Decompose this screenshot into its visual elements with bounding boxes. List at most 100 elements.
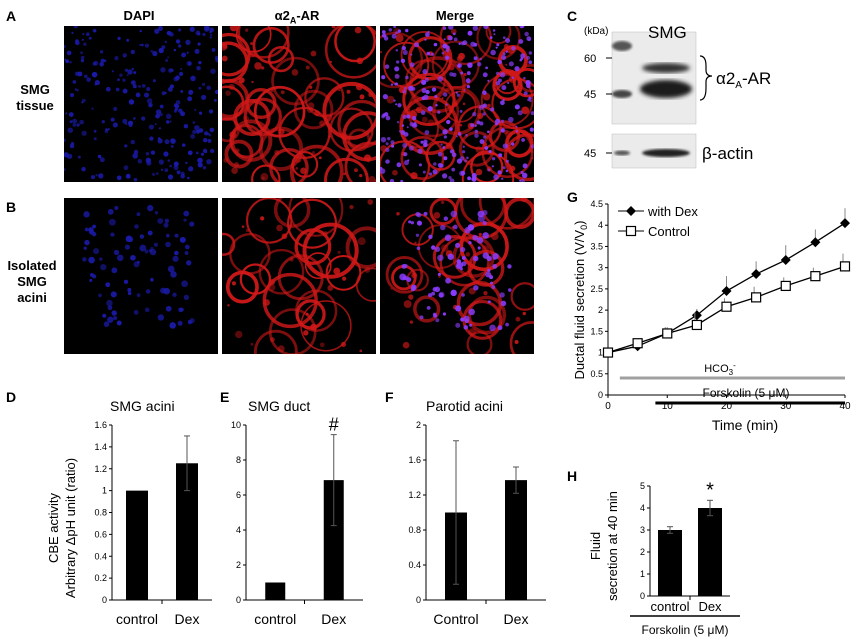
ar-band-label-tail: -AR [742,69,771,88]
legend-label-control: Control [648,224,690,239]
y-tick-label: 1 [598,348,603,358]
panel-g-xlabel: Time (min) [712,417,778,433]
marker-45: 45 [584,89,596,101]
y-tick-label: 0.8 [94,508,107,518]
x-tick-label: Dex [698,599,722,614]
ar-band-upper [642,63,690,73]
panel-h: Fluid secretion at 40 min Forskolin (5 μ… [570,468,770,641]
western-blot-svg: (kDa) 60 45 45 SMG α2A-AR β-actin [584,23,771,169]
row-label-isolated-acini: Isolated SMG acini [2,258,62,306]
y-tick-label: 10 [231,420,241,430]
x-tick-label: 30 [780,401,792,412]
marker-45-actin: 45 [584,148,596,160]
legend-marker-dex [626,206,636,216]
micrograph-b-dapi-svg [82,204,195,329]
micrograph-a-merge [380,26,534,182]
panel-d-title: SMG acini [110,398,175,414]
ar-band-label: α2A-AR [716,69,771,91]
y-tick-label: 0.5 [590,369,603,379]
point-control [632,338,643,349]
band-bracket [699,55,713,101]
panel-g-ylabel-tail: ) [572,221,587,225]
y-tick-label: 3.5 [590,241,603,251]
y-tick-label: 3 [640,525,645,535]
y-tick-label: 4 [598,220,603,230]
y-tick-label: 1.2 [408,490,421,500]
panel-d: SMG acini CBE activity Arbitrary ΔpH uni… [10,392,220,637]
y-tick-label: 0 [640,591,645,601]
micrograph-a-ar-svg [222,26,376,182]
col-label-ar-main: α2 [274,8,290,23]
col-label-dapi: DAPI [123,8,155,23]
point-dex [840,218,850,229]
forskolin-label: Forskolin (5 μM) [703,386,790,400]
point-control [721,301,732,312]
panel-f-chart: 0 0.4 0.8 1.2 1.6 2 Control Dex [408,420,546,627]
y-tick-label: 0 [598,390,603,400]
western-blot: (kDa) 60 45 45 SMG α2A-AR β-actin [578,23,848,184]
row-label-line: Isolated [7,258,57,273]
point-dex [810,237,821,248]
ladder-band-60 [612,41,632,51]
row-label-line: SMG [20,82,50,97]
x-tick-label: Dex [504,611,529,627]
significance-marker: * [706,479,714,501]
bar-control [126,490,148,600]
micrograph-a-merge-svg [380,26,534,182]
y-tick-label: 1.4 [94,442,107,452]
point-control [780,280,791,292]
row-label-line: SMG [17,274,47,289]
panel-e-title: SMG duct [248,398,311,414]
micrograph-a-dapi [64,26,218,182]
panel-g: Ductal fluid secretion (V/V0) Time (min)… [570,190,856,480]
y-tick-label: 4 [236,525,241,535]
actin-label: β-actin [702,144,753,163]
panel-g-ylabel: Ductal fluid secretion (V/V0) [572,221,589,380]
y-tick-label: 3 [598,263,603,273]
bar-dex [698,508,722,596]
panel-h-chart: Fluid secretion at 40 min Forskolin (5 μ… [588,479,740,637]
panel-h-ylabel-2: secretion at 40 min [605,491,620,601]
panel-label-H: H [567,468,578,484]
hco3-sup: - [733,361,736,370]
panel-g-ylabel-main: Ductal fluid secretion (V/V [572,230,587,380]
point-dex [780,255,791,266]
x-tick-label: Control [433,611,478,627]
y-tick-label: 0.4 [408,560,421,570]
y-tick-label: 6 [236,490,241,500]
x-tick-label: Dex [175,611,200,627]
micrograph-b-merge [380,198,534,354]
y-tick-label: 0 [102,595,107,605]
micrograph-b-ar [222,198,376,354]
panel-label-A: A [6,8,17,24]
col-label-ar-tail: -AR [296,8,320,23]
panel-f: Parotid acini 0 0.4 0.8 1.2 1.6 2 Control Dex [384,392,562,637]
x-tick-label: control [650,599,689,614]
row-label-smg-tissue: SMG tissue [10,82,60,114]
point-control [691,319,702,331]
col-label-merge: Merge [435,8,475,23]
legend-label-dex: with Dex [647,204,698,219]
y-tick-label: 1.5 [590,326,603,336]
micrograph-a-ar [222,26,376,182]
ladder-band-45 [612,90,632,98]
row-label-line: acini [17,290,47,305]
col-label-ar-sub: A [289,15,297,26]
panel-label-F: F [385,389,394,405]
y-tick-label: 0.6 [94,529,107,539]
panel-d-chart: CBE activity Arbitrary ΔpH unit (ratio) … [46,420,212,627]
panel-g-ylabel-sub: 0 [579,225,589,230]
y-tick-label: 1.2 [94,464,107,474]
x-tick-label: Dex [321,611,346,627]
point-control [662,328,673,339]
point-dex [751,269,762,280]
panel-d-ylabel-2: Arbitrary ΔpH unit (ratio) [63,458,78,598]
y-tick-label: 0.4 [94,551,107,561]
blot-unit: (kDa) [584,26,608,37]
panel-label-E: E [220,389,230,405]
y-tick-label: 8 [236,455,241,465]
bar-control [265,582,286,600]
x-tick-label: 20 [721,401,733,412]
y-tick-label: 1 [102,486,107,496]
x-tick-label: control [116,611,158,627]
